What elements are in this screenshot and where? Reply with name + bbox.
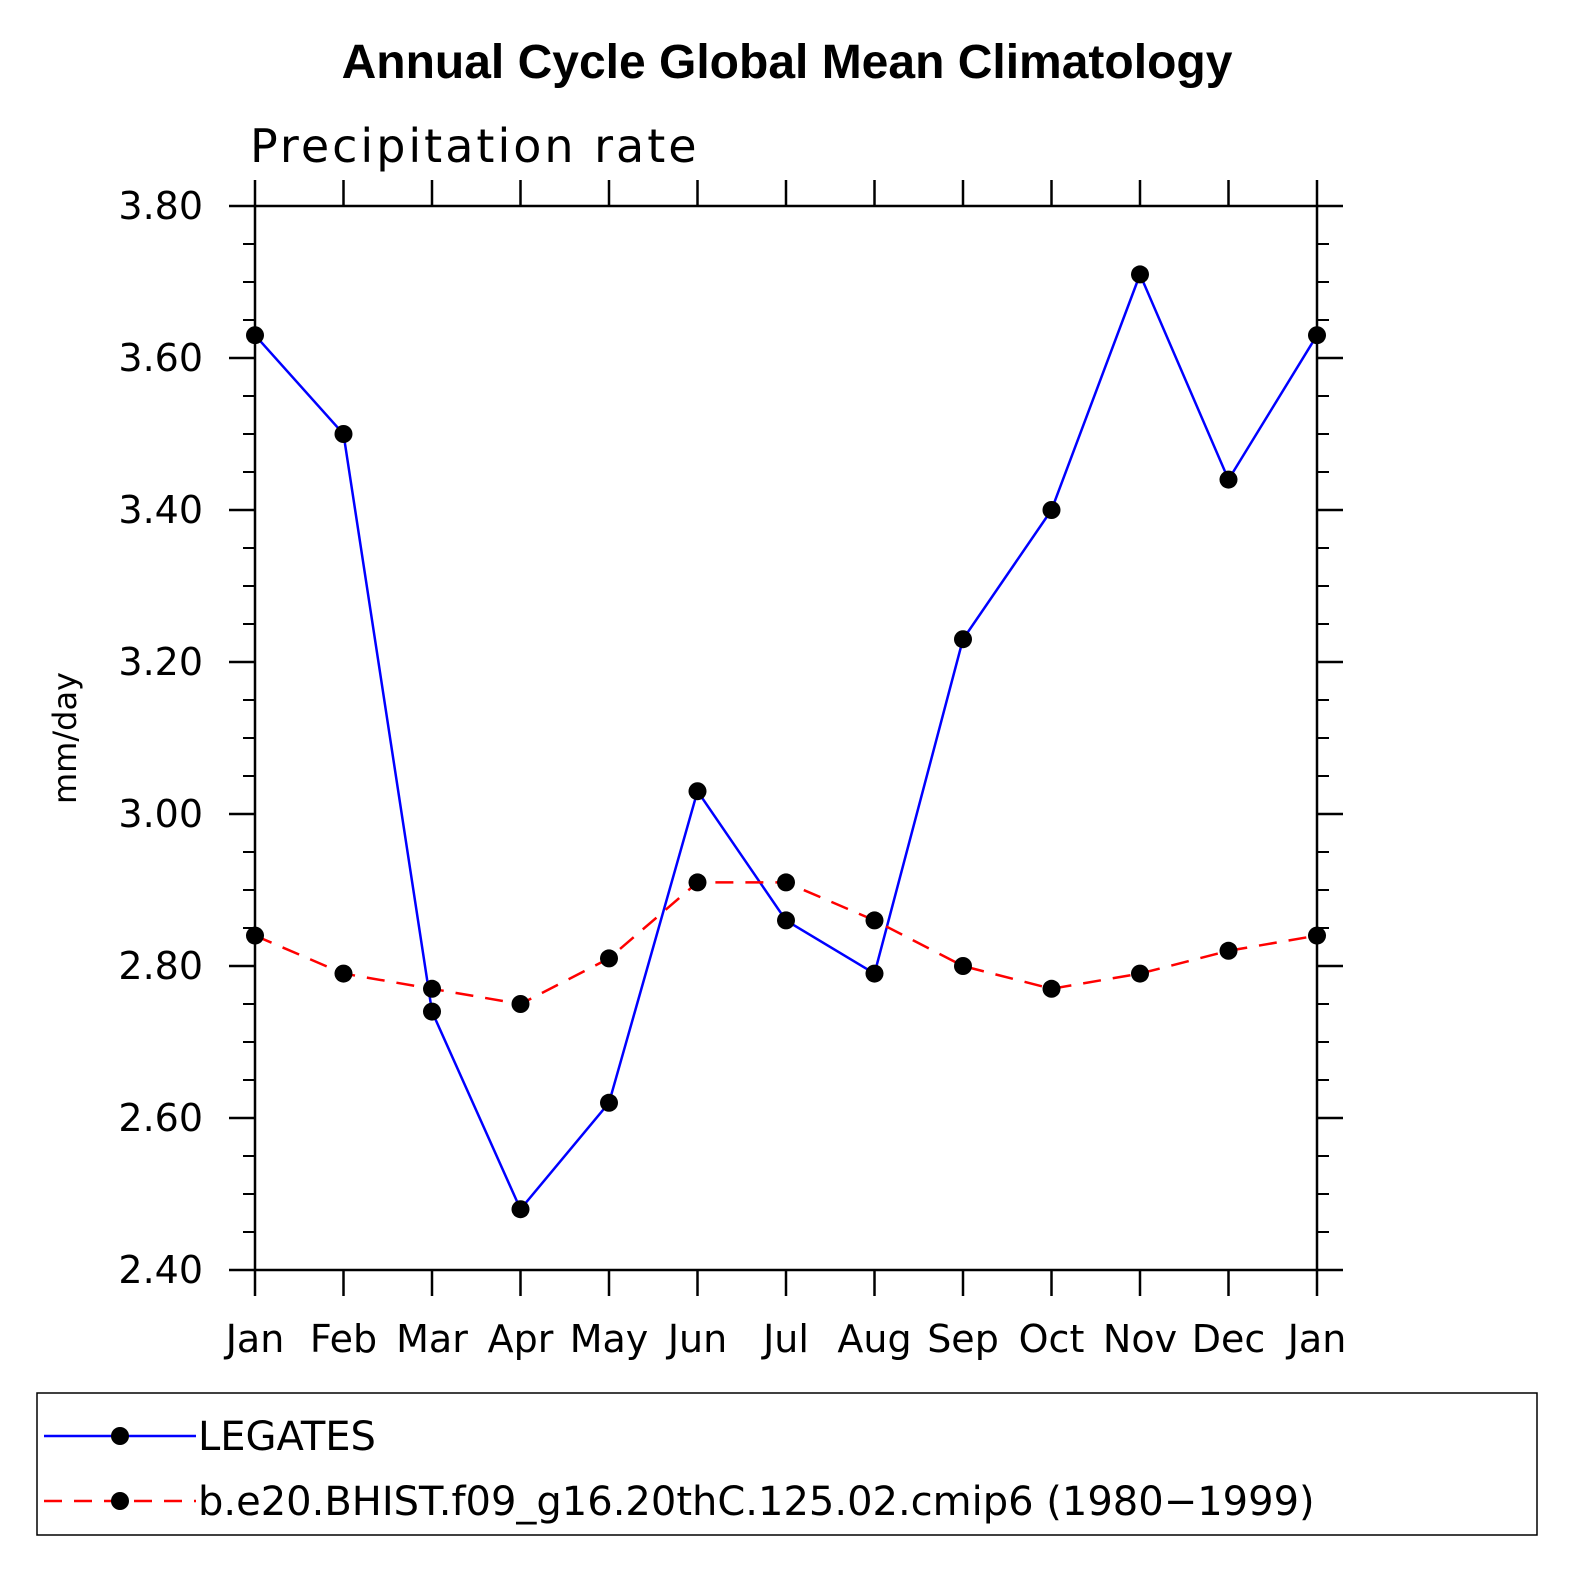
data-point-series-0 <box>511 1200 530 1219</box>
y-tick-label: 2.60 <box>118 1096 203 1140</box>
x-tick-label: May <box>570 1317 649 1361</box>
data-point-series-1 <box>1042 979 1061 998</box>
data-point-series-1 <box>777 873 795 892</box>
x-tick-label: Jan <box>224 1317 285 1361</box>
y-tick-label: 3.40 <box>118 488 203 532</box>
data-point-series-1 <box>1219 941 1238 960</box>
data-point-series-0 <box>865 964 884 983</box>
x-tick-label: Nov <box>1103 1317 1177 1361</box>
x-tick-label: Mar <box>396 1317 468 1361</box>
data-point-series-0 <box>423 1002 441 1021</box>
data-point-series-1 <box>511 995 530 1013</box>
y-tick-label: 3.20 <box>118 640 203 684</box>
y-tick-label: 3.80 <box>118 184 203 228</box>
data-point-series-1 <box>865 911 884 930</box>
data-point-series-1 <box>688 873 707 892</box>
x-tick-label: Aug <box>837 1317 911 1361</box>
x-tick-label: Dec <box>1192 1317 1266 1361</box>
plot-frame <box>253 204 1319 1272</box>
data-point-series-0 <box>600 1093 618 1112</box>
y-axis-label: mm/day <box>46 672 84 804</box>
x-tick-label: Apr <box>488 1317 554 1361</box>
y-tick-label: 3.00 <box>118 792 203 836</box>
data-point-series-0 <box>954 630 972 649</box>
x-tick-label: Oct <box>1019 1317 1085 1361</box>
data-point-series-0 <box>777 911 795 930</box>
legend-label-1: b.e20.BHIST.f09_g16.20thC.125.02.cmip6 (… <box>198 1479 1315 1525</box>
chart-title: Annual Cycle Global Mean Climatology <box>342 36 1233 89</box>
data-point-series-0 <box>1131 265 1149 284</box>
axis-ticks: 2.40 2.60 2.80 3.00 3.20 3.40 3.60 3.80 Jan Feb Ma… <box>118 180 1346 1361</box>
x-tick-label: Jun <box>666 1317 727 1361</box>
data-point-series-1 <box>423 979 441 998</box>
legend-box <box>36 1392 1538 1536</box>
data-point-series-1 <box>600 949 618 968</box>
x-tick-label: Sep <box>927 1317 999 1361</box>
x-tick-label: Feb <box>310 1317 377 1361</box>
legend-marker-0 <box>111 1427 129 1445</box>
y-tick-label: 3.60 <box>118 336 203 380</box>
data-point-series-0 <box>1042 501 1061 519</box>
y-tick-label: 2.80 <box>118 944 203 988</box>
y-tick-label: 2.40 <box>118 1248 203 1292</box>
legend-label-0: LEGATES <box>198 1414 376 1460</box>
data-point-series-1 <box>1131 964 1149 983</box>
x-tick-label: Jul <box>761 1317 809 1361</box>
data-point-series-0 <box>246 326 264 345</box>
data-point-series-0 <box>688 782 707 801</box>
chart-subtitle: Precipitation rate <box>250 119 700 173</box>
x-tick-label: Jan <box>1286 1317 1347 1361</box>
data-point-series-1 <box>954 957 972 975</box>
data-point-series-1 <box>1308 926 1326 945</box>
data-point-series-1 <box>246 926 264 945</box>
data-point-series-0 <box>1308 326 1326 345</box>
series-layer <box>246 265 1326 1219</box>
data-point-series-1 <box>334 964 353 983</box>
data-point-series-0 <box>1219 470 1238 489</box>
legend: LEGATES b.e20.BHIST.f09_g16.20thC.125.02.… <box>44 1414 1315 1525</box>
legend-marker-1 <box>111 1492 129 1510</box>
series-line-0 <box>254 271 1319 1212</box>
data-point-series-0 <box>334 425 353 443</box>
